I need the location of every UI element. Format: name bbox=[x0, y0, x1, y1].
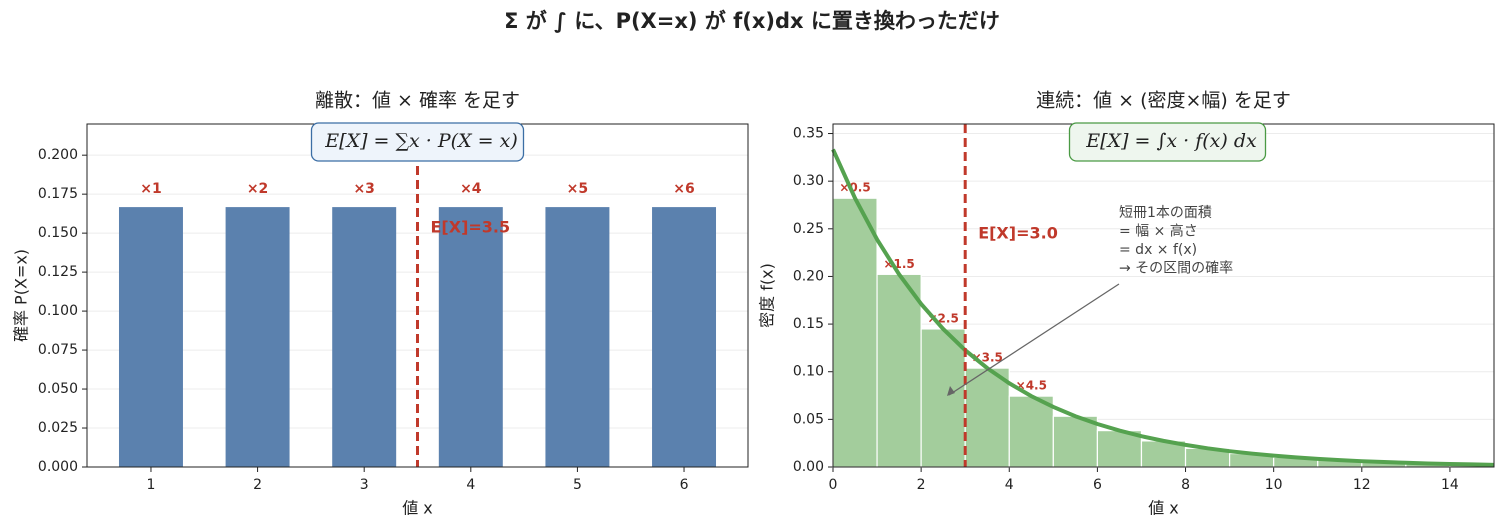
y-tick-label: 0.05 bbox=[793, 411, 824, 427]
y-axis-label: 密度 f(x) bbox=[758, 263, 777, 328]
x-tick-label: 0 bbox=[829, 477, 838, 493]
annotation-text: = 幅 × 高さ bbox=[1119, 223, 1198, 240]
y-tick-label: 0.150 bbox=[38, 225, 78, 241]
annotation-arrowhead bbox=[947, 386, 955, 396]
y-axis-label: 確率 P(X=x) bbox=[12, 249, 31, 342]
panel-title: 連続：値 × (密度×幅) を足す bbox=[1036, 90, 1291, 112]
bar-annotation: ×4 bbox=[460, 181, 482, 197]
bar-annotation: ×6 bbox=[673, 181, 694, 197]
bar bbox=[225, 207, 290, 467]
x-tick-label: 14 bbox=[1441, 477, 1459, 493]
bar bbox=[118, 207, 183, 467]
formula: E[X] = ∫x · f(x) dx bbox=[1085, 130, 1257, 152]
x-tick-label: 3 bbox=[360, 477, 369, 493]
x-tick-label: 6 bbox=[680, 477, 689, 493]
bar-annotation: ×5 bbox=[567, 181, 588, 197]
x-tick-label: 1 bbox=[147, 477, 156, 493]
x-tick-label: 4 bbox=[466, 477, 475, 493]
histogram-bar bbox=[1008, 395, 1054, 468]
histogram-bar bbox=[920, 328, 966, 468]
density-curve bbox=[831, 148, 1495, 467]
suptitle: Σ が ∫ に、P(X=x) が f(x)dx に置き換わっただけ bbox=[504, 9, 1000, 33]
annotation-arrow bbox=[948, 283, 1120, 396]
bar-annotation: ×4.5 bbox=[1016, 379, 1047, 393]
annotation-text: = dx × f(x) bbox=[1119, 242, 1197, 258]
annotation-text: 短冊1本の面積 bbox=[1119, 205, 1212, 221]
y-tick-label: 0.30 bbox=[793, 173, 824, 189]
panel-title: 離散：値 × 確率 を足す bbox=[315, 90, 520, 112]
bar bbox=[652, 207, 717, 467]
x-tick-label: 10 bbox=[1265, 477, 1283, 493]
y-tick-label: 0.050 bbox=[38, 381, 78, 397]
y-tick-label: 0.35 bbox=[793, 126, 824, 142]
bar-annotation: ×3 bbox=[353, 181, 374, 197]
formula-box bbox=[310, 122, 525, 162]
y-tick-label: 0.00 bbox=[793, 459, 824, 475]
x-tick-label: 5 bbox=[573, 477, 582, 493]
bar bbox=[332, 207, 397, 467]
formula-box bbox=[1068, 122, 1267, 162]
x-tick-label: 6 bbox=[1093, 477, 1102, 493]
bar bbox=[545, 207, 610, 467]
bar-annotation: ×0.5 bbox=[839, 181, 870, 195]
y-tick-label: 0.200 bbox=[38, 147, 78, 163]
mean-label: E[X]=3.5 bbox=[431, 218, 511, 237]
histogram-bar bbox=[832, 197, 878, 468]
y-tick-label: 0.125 bbox=[38, 264, 78, 280]
x-tick-label: 2 bbox=[917, 477, 926, 493]
mean-label: E[X]=3.0 bbox=[978, 224, 1058, 243]
y-tick-label: 0.075 bbox=[38, 342, 78, 358]
y-tick-label: 0.10 bbox=[793, 364, 824, 380]
formula: E[X] = ∑x · P(X = x) bbox=[324, 130, 517, 152]
x-tick-label: 8 bbox=[1181, 477, 1190, 493]
x-axis-label: 値 x bbox=[1148, 499, 1179, 518]
y-tick-label: 0.175 bbox=[38, 186, 78, 202]
y-tick-label: 0.15 bbox=[793, 316, 824, 332]
bar bbox=[438, 207, 503, 467]
histogram-bar bbox=[964, 367, 1010, 468]
bar-annotation: ×2 bbox=[247, 181, 268, 197]
annotation-text: → その区間の確率 bbox=[1119, 260, 1233, 277]
x-axis-label: 値 x bbox=[402, 499, 433, 518]
y-tick-label: 0.20 bbox=[793, 268, 824, 284]
y-tick-label: 0.025 bbox=[38, 420, 78, 436]
y-tick-label: 0.100 bbox=[38, 303, 78, 319]
x-tick-label: 12 bbox=[1353, 477, 1371, 493]
x-tick-label: 4 bbox=[1005, 477, 1014, 493]
y-tick-label: 0.000 bbox=[38, 459, 78, 475]
histogram-bar bbox=[876, 273, 922, 468]
x-tick-label: 2 bbox=[253, 477, 262, 493]
histogram-bar bbox=[1052, 415, 1099, 468]
bar-annotation: ×1 bbox=[140, 181, 161, 197]
y-tick-label: 0.25 bbox=[793, 221, 824, 237]
